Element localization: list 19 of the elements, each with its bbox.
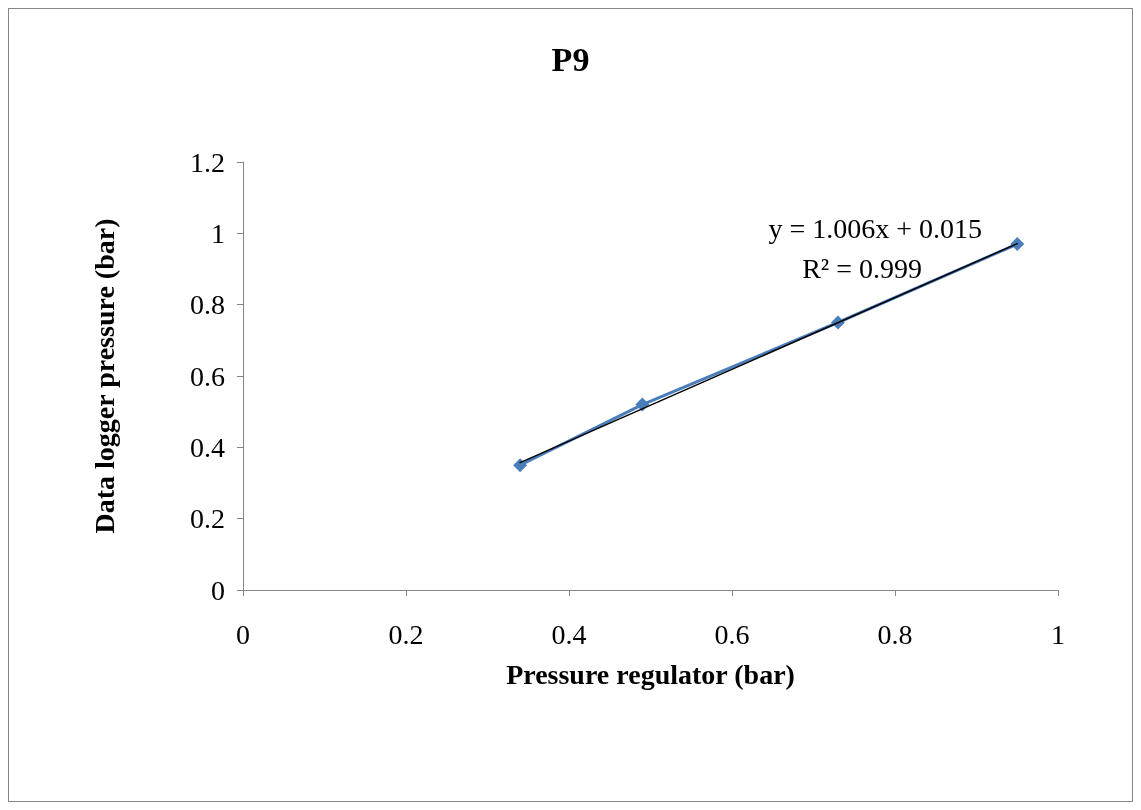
- x-tick-label: 0.6: [714, 618, 750, 650]
- y-tick-label: 0.8: [190, 289, 225, 321]
- y-tick-label: 0.4: [190, 431, 225, 463]
- x-tick-label: 0: [236, 618, 250, 650]
- x-tick-label: 0.8: [877, 618, 913, 650]
- y-tick-label: 0: [211, 574, 225, 606]
- y-tick-label: 0.6: [190, 360, 225, 392]
- y-tick-label: 0.2: [190, 503, 225, 535]
- x-tick-label: 0.2: [388, 618, 424, 650]
- annotation: R² = 0.999: [802, 252, 923, 284]
- x-tick-label: 1: [1051, 618, 1065, 650]
- y-tick-label: 1: [211, 217, 225, 249]
- y-tick-label: 1.2: [190, 146, 225, 178]
- chart-title: P9: [551, 40, 590, 78]
- x-axis-title: Pressure regulator (bar): [506, 658, 795, 690]
- annotation: y = 1.006x + 0.015: [768, 212, 983, 244]
- x-tick-label: 0.4: [551, 618, 587, 650]
- y-axis-title: Data logger pressure (bar): [88, 218, 120, 534]
- point: [513, 458, 528, 473]
